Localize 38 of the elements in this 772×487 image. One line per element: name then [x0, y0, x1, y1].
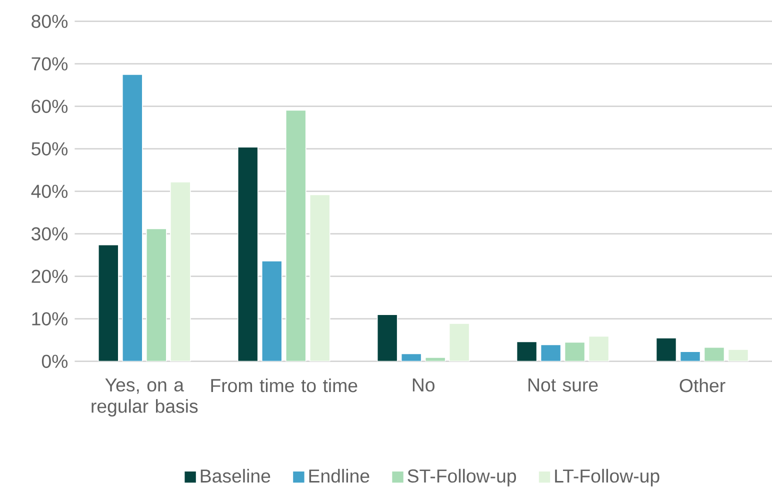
x-tick-label: From time to time — [211, 378, 358, 392]
x-tick-label: Not sure — [528, 378, 598, 392]
x-tick-label: No — [412, 378, 434, 392]
y-tick-label: 60% — [32, 100, 68, 114]
legend-label: LT-Follow-up — [555, 469, 660, 486]
bar — [424, 357, 446, 362]
x-tick-label: Yes, on a regular basis — [92, 378, 198, 417]
bar — [540, 344, 562, 362]
bar — [400, 353, 422, 362]
bar — [309, 194, 330, 362]
y-tick-label: 0% — [42, 354, 68, 368]
y-tick-label: 50% — [32, 142, 68, 156]
x-tick-label: Other — [680, 378, 726, 392]
bar — [680, 351, 701, 362]
bar — [122, 74, 143, 362]
legend-label: Endline — [309, 469, 370, 483]
bar — [588, 336, 610, 362]
y-tick-label: 80% — [32, 14, 68, 28]
y-tick-label: 40% — [31, 184, 68, 198]
bar — [98, 244, 119, 362]
bar — [376, 314, 398, 362]
bar — [516, 342, 538, 362]
y-tick-label: 10% — [32, 312, 68, 326]
bar — [564, 342, 586, 362]
y-tick-label: 70% — [32, 57, 68, 71]
bar — [261, 260, 282, 362]
bar — [728, 349, 749, 362]
bar — [285, 110, 306, 362]
bar — [656, 338, 677, 362]
y-tick-label: 20% — [32, 270, 68, 284]
legend-label: Baseline — [200, 469, 270, 483]
bar — [146, 228, 167, 362]
legend-label: ST-Follow-up — [408, 469, 516, 486]
bar — [170, 182, 191, 362]
y-tick-label: 30% — [32, 227, 68, 241]
bar — [704, 347, 725, 362]
bar — [237, 146, 258, 362]
bar — [448, 323, 470, 362]
